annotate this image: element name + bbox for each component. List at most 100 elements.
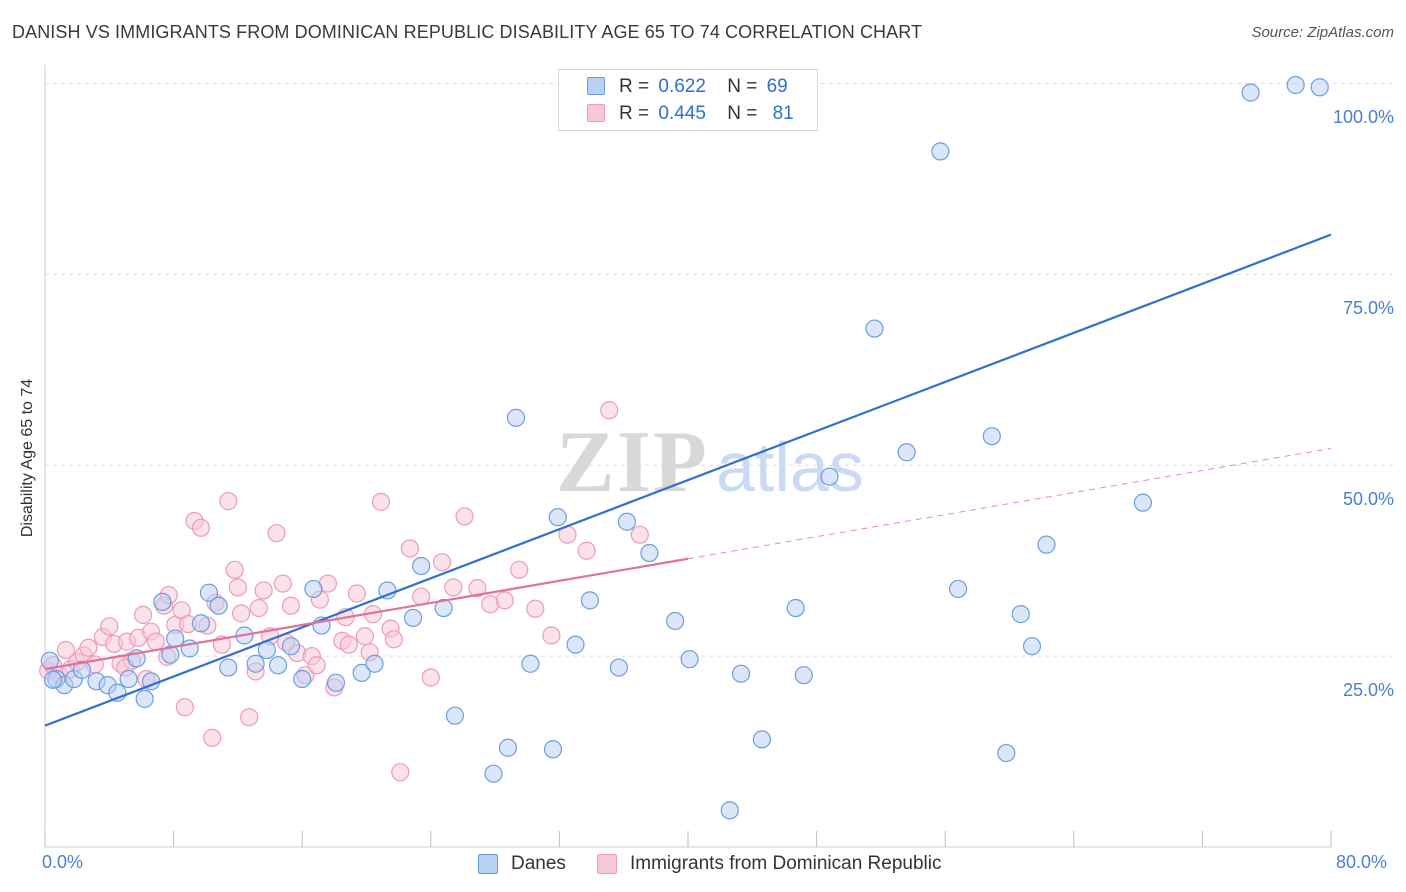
dominican-point [133,605,153,624]
danes-point [640,543,659,563]
series-danes-points [40,75,1329,820]
danes-point [412,556,431,576]
dominican-legend-swatch [597,854,617,874]
legend-row-danes: R = 0.622 N = 69 [587,75,817,99]
dominican-point [432,553,452,572]
dominican-point [281,596,301,615]
n-label: N = [727,76,758,97]
dominican-point [339,635,358,654]
danes-point [566,635,585,654]
watermark: ZIP atlas [556,414,864,511]
danes-point [1011,605,1030,624]
n-label: N = [727,103,758,124]
dominican-point [391,763,410,782]
danes-point [404,608,423,628]
danes-swatch [587,77,605,95]
chart-title: DANISH VS IMMIGRANTS FROM DOMINICAN REPU… [12,22,923,42]
dominican-point [355,627,374,646]
danes-point [521,654,540,673]
danes-point [794,666,813,685]
x-tick-label-min: 0.0% [42,852,84,872]
dominican-point [307,656,326,675]
legend-label-danes: Danes [511,853,566,874]
danes-legend-swatch [478,854,498,874]
dominican-point [577,541,596,560]
danes-point [786,598,805,618]
trend-lines [44,233,1332,727]
danes-point [434,598,453,618]
danes-point [352,663,371,683]
dominican-point [254,581,273,600]
dominican-point [495,591,514,610]
danes-point [897,443,916,462]
danes-point [326,673,346,692]
dominican-point [526,599,545,618]
danes-point [246,654,265,673]
dominican-point [630,525,649,544]
r-value: 0.445 [658,103,706,124]
legend-label-dominican: Immigrants from Dominican Republic [630,853,942,874]
dominican-point [146,632,166,651]
danes-point [982,427,1001,446]
danes-point [166,629,185,648]
danes-point [378,581,397,600]
danes-point [609,658,628,677]
danes-point [752,730,772,749]
dominican-point [228,578,247,597]
dominican-point [542,626,561,645]
x-tick-label-max: 80.0% [1336,852,1388,872]
danes-point [1241,83,1260,102]
danes-point [543,740,563,759]
dominican-point [100,617,119,636]
dominican-point [347,584,366,603]
danes-point [948,579,968,599]
dominican-point [225,560,244,579]
danes-point [931,142,950,161]
danes-point [498,738,518,757]
dominican-point [219,492,238,511]
danes-point [580,591,600,610]
y-tick-label-75: 75.0% [1342,298,1394,319]
danes-point [268,656,288,675]
danes-point [445,706,465,725]
danes-point [304,579,323,599]
dominican-trend-line [44,557,689,671]
dominican-point [444,578,463,597]
dominican-point [232,604,251,623]
danes-point [119,669,138,689]
y-tick-label-100: 100.0% [1332,107,1394,128]
r-label: R = [619,103,650,124]
danes-point [191,614,211,633]
legend-row-dominican: R = 0.445 N = 81 [587,102,817,126]
svg-text:ZIP: ZIP [556,414,709,511]
dominican-point [400,539,420,558]
dominican-point [191,518,211,537]
dominican-point [421,668,440,687]
danes-point [680,650,699,669]
danes-point [1037,535,1056,554]
n-value: 69 [766,76,788,97]
dominican-point [249,598,268,618]
dominican-point [175,698,194,717]
danes-point [1286,75,1305,95]
danes-point [72,660,92,679]
dominican-point [600,401,619,420]
danes-point [365,654,384,673]
y-tick-label-25: 25.0% [1342,680,1394,701]
dominican-point [384,630,403,649]
danes-point [209,596,228,615]
danes-point [1022,637,1042,656]
danes-point [484,764,503,783]
dominican-point [273,574,293,593]
danes-point [997,743,1016,763]
danes-point [281,637,301,656]
correlation-legend: R = 0.622 N = 69 R = 0.445 N = 81 [558,69,818,131]
dominican-point [510,560,529,579]
danes-point [199,583,219,602]
r-label: R = [619,76,650,97]
y-axis-label: Disability Age 65 to 74 [19,378,36,538]
dominican-point [267,524,286,543]
dominican-point [56,640,75,660]
series-legend: Danes Immigrants from Dominican Republic [0,852,1406,878]
danes-point [865,319,884,338]
